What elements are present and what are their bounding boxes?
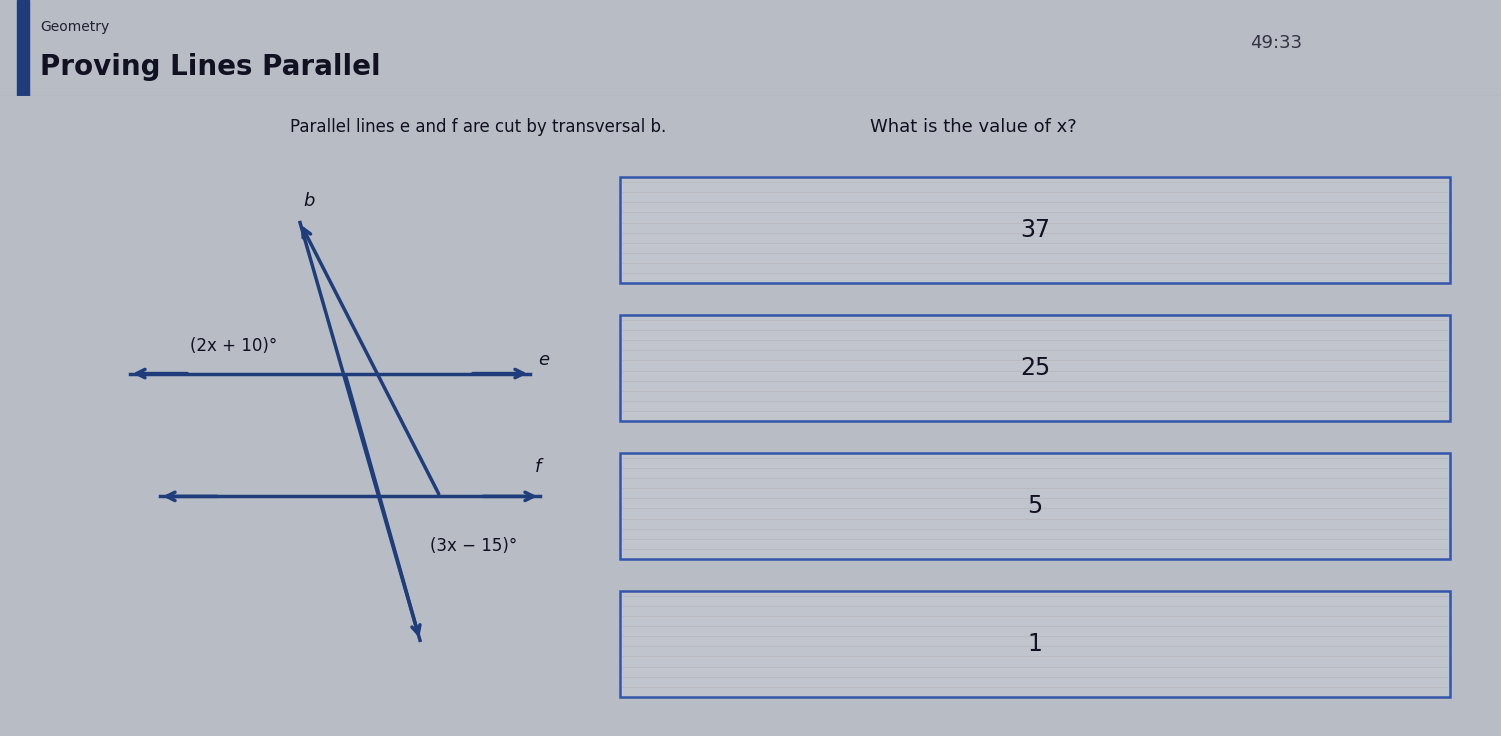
Text: b: b — [303, 192, 314, 210]
Text: 25: 25 — [1019, 356, 1051, 380]
Text: (2x + 10)°: (2x + 10)° — [191, 337, 278, 355]
Text: 49:33: 49:33 — [1250, 34, 1303, 52]
FancyBboxPatch shape — [620, 453, 1450, 559]
FancyBboxPatch shape — [620, 591, 1450, 697]
Text: Geometry: Geometry — [41, 20, 110, 34]
Text: e: e — [537, 350, 549, 369]
Text: Parallel lines e and f are cut by transversal b.: Parallel lines e and f are cut by transv… — [290, 118, 666, 136]
Text: (3x − 15)°: (3x − 15)° — [429, 537, 518, 555]
Bar — [17, 0, 29, 96]
Text: 5: 5 — [1027, 494, 1043, 518]
Text: What is the value of x?: What is the value of x? — [871, 118, 1076, 136]
Text: 1: 1 — [1028, 632, 1042, 656]
Text: 37: 37 — [1021, 218, 1051, 242]
Text: Proving Lines Parallel: Proving Lines Parallel — [41, 53, 381, 81]
FancyBboxPatch shape — [620, 177, 1450, 283]
FancyBboxPatch shape — [620, 315, 1450, 421]
Text: f: f — [534, 459, 542, 476]
